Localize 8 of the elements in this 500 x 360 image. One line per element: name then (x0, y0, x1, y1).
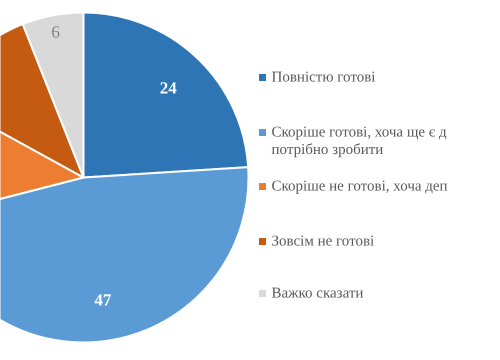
legend-label: Зовсім не готові (272, 234, 374, 250)
data-label: 47 (94, 290, 112, 310)
legend-label: Скоріше не готові, хоча деп (272, 178, 448, 194)
legend-label: Важко сказати (272, 286, 364, 302)
legend-label: Скоріше готові, хоча ще є д потрібно зробити (272, 124, 447, 158)
data-label: 6 (51, 22, 60, 42)
legend-label: Повністю готові (272, 70, 376, 86)
data-label: 24 (160, 78, 178, 98)
